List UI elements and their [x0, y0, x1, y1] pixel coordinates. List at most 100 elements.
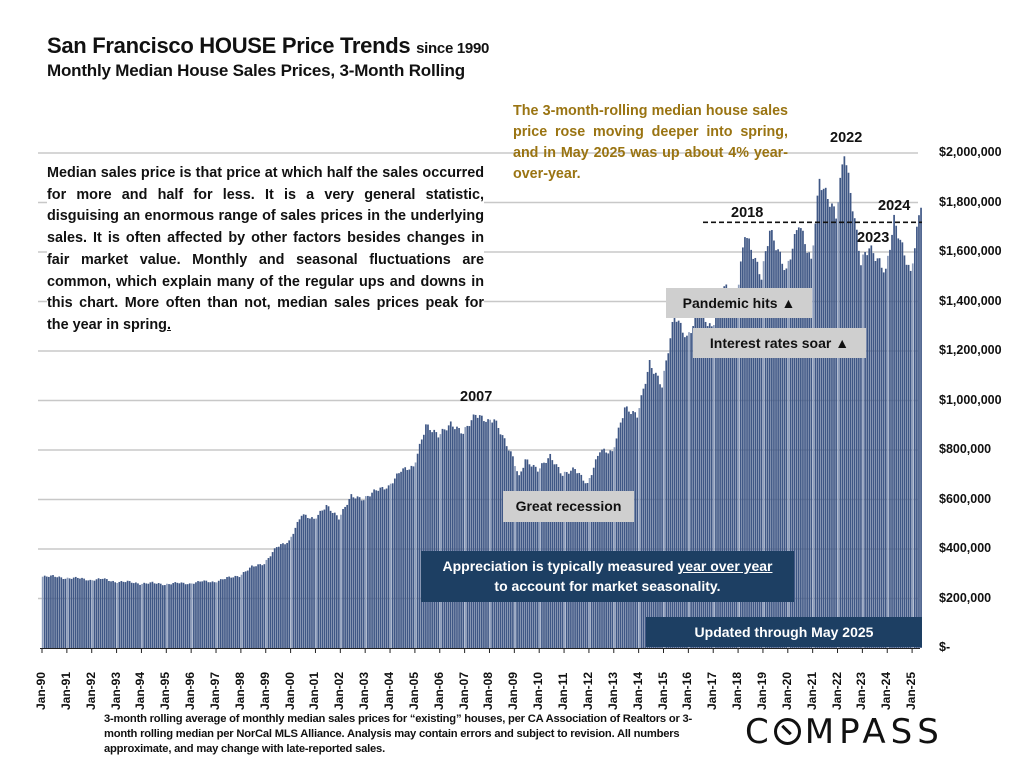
bar	[474, 414, 477, 648]
bar	[837, 202, 840, 648]
bar	[468, 426, 471, 648]
bar	[640, 395, 643, 648]
bar	[669, 338, 672, 648]
bar	[671, 321, 674, 648]
bar	[858, 250, 860, 648]
bar	[317, 514, 320, 648]
compass-logo: C MPASS	[745, 712, 944, 752]
title-suffix: since 1990	[416, 40, 490, 57]
bar	[354, 498, 357, 648]
bar	[304, 514, 307, 648]
bar	[95, 579, 98, 648]
bar	[62, 579, 65, 648]
bar	[663, 370, 665, 648]
bar	[132, 583, 135, 648]
bar	[58, 576, 61, 648]
bar	[319, 510, 322, 648]
bar	[665, 360, 668, 648]
bar	[754, 257, 757, 648]
bar	[916, 226, 918, 648]
bar	[503, 438, 506, 648]
bar	[642, 388, 645, 648]
bar	[719, 300, 721, 648]
bar	[143, 582, 146, 648]
bar	[166, 583, 168, 648]
median-definition-note: Median sales price is that price at whic…	[47, 163, 484, 337]
bar	[242, 572, 245, 648]
bar	[876, 258, 879, 648]
bar	[178, 583, 181, 648]
bar	[878, 258, 881, 648]
bar	[195, 582, 197, 648]
bar	[240, 574, 243, 648]
bar	[744, 237, 746, 649]
bar	[853, 218, 856, 648]
y-tick-label: $400,000	[939, 541, 992, 555]
bar	[331, 513, 334, 648]
bar	[748, 238, 750, 648]
title-text: San Francisco HOUSE Price Trends	[47, 33, 411, 58]
bar	[429, 430, 431, 648]
bar	[870, 245, 873, 648]
bar	[248, 567, 251, 648]
bar	[487, 419, 489, 648]
bar	[611, 451, 614, 648]
bar	[708, 323, 711, 648]
bar	[313, 518, 315, 648]
y-tick-label: $600,000	[939, 491, 992, 506]
bar	[99, 579, 102, 648]
bar	[779, 251, 782, 648]
bar	[783, 270, 786, 648]
bar	[818, 178, 821, 648]
bar	[692, 326, 694, 648]
bar	[887, 255, 889, 648]
x-tick-label: Jan-98	[232, 671, 247, 710]
bar	[153, 583, 156, 648]
bar	[54, 576, 56, 648]
bar	[458, 428, 460, 648]
bar	[891, 234, 893, 648]
note-text: Median sales price is that price at whic…	[47, 165, 484, 333]
bar	[835, 218, 837, 648]
x-tick-label: Jan-25	[904, 671, 919, 710]
bar	[321, 510, 324, 648]
bar	[176, 582, 179, 648]
bar	[607, 453, 610, 648]
bar	[690, 333, 692, 648]
bar	[810, 258, 813, 648]
bar	[766, 246, 769, 648]
gold-annotation: The 3-month-rolling median house sales p…	[513, 103, 788, 182]
bar	[238, 577, 241, 648]
bar	[804, 244, 806, 648]
bar	[677, 320, 680, 648]
x-tick-label: Jan-97	[208, 671, 223, 710]
bar	[147, 583, 150, 648]
bar	[139, 584, 141, 648]
x-tick-label: Jan-09	[506, 671, 521, 710]
bar	[864, 252, 866, 649]
bar	[416, 453, 419, 648]
bar	[820, 190, 823, 648]
bar	[646, 371, 649, 648]
pandemic-hits-callout: Pandemic hits ▲	[666, 288, 812, 318]
bar	[425, 424, 427, 648]
bar	[402, 468, 404, 648]
bar	[439, 434, 442, 648]
bar	[52, 575, 54, 648]
bar	[684, 337, 686, 648]
bar	[648, 360, 651, 648]
bar	[464, 427, 467, 648]
bar	[874, 261, 877, 648]
bar	[638, 408, 641, 648]
bar	[605, 452, 607, 648]
bar	[795, 230, 798, 648]
bar	[742, 247, 744, 648]
bar	[601, 449, 603, 648]
bar	[379, 487, 382, 648]
bar	[400, 471, 402, 648]
bar	[756, 261, 759, 648]
bar	[787, 260, 790, 648]
bar	[814, 223, 817, 648]
bar	[74, 576, 77, 648]
bar	[383, 489, 386, 648]
